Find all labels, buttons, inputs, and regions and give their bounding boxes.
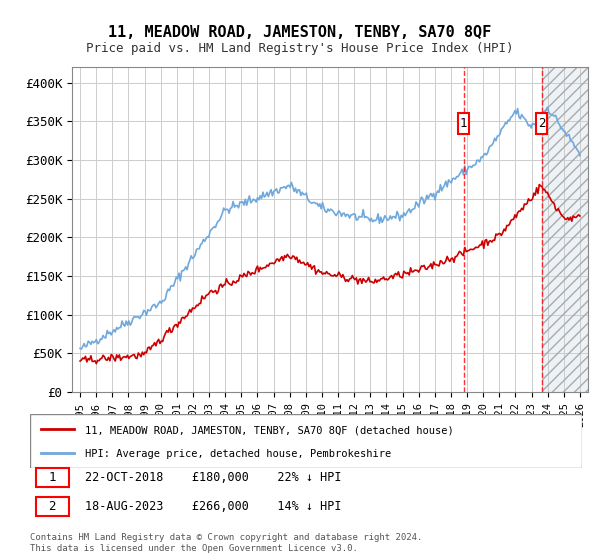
Text: 11, MEADOW ROAD, JAMESTON, TENBY, SA70 8QF: 11, MEADOW ROAD, JAMESTON, TENBY, SA70 8… [109,25,491,40]
FancyBboxPatch shape [35,497,68,516]
Bar [542,67,588,392]
Text: 22-OCT-2018    £180,000    22% ↓ HPI: 22-OCT-2018 £180,000 22% ↓ HPI [85,471,342,484]
Text: 11, MEADOW ROAD, JAMESTON, TENBY, SA70 8QF (detached house): 11, MEADOW ROAD, JAMESTON, TENBY, SA70 8… [85,426,454,435]
Text: 2: 2 [538,117,545,130]
Text: 18-AUG-2023    £266,000    14% ↓ HPI: 18-AUG-2023 £266,000 14% ↓ HPI [85,500,342,514]
Text: Contains HM Land Registry data © Crown copyright and database right 2024.
This d: Contains HM Land Registry data © Crown c… [30,533,422,553]
Text: Price paid vs. HM Land Registry's House Price Index (HPI): Price paid vs. HM Land Registry's House … [86,42,514,55]
Text: 1: 1 [460,117,467,130]
FancyBboxPatch shape [536,113,547,134]
FancyBboxPatch shape [30,414,582,468]
FancyBboxPatch shape [458,113,469,134]
Text: 1: 1 [49,471,56,484]
Bar [542,67,588,392]
Text: 2: 2 [49,500,56,514]
Text: HPI: Average price, detached house, Pembrokeshire: HPI: Average price, detached house, Pemb… [85,449,391,459]
FancyBboxPatch shape [35,468,68,487]
